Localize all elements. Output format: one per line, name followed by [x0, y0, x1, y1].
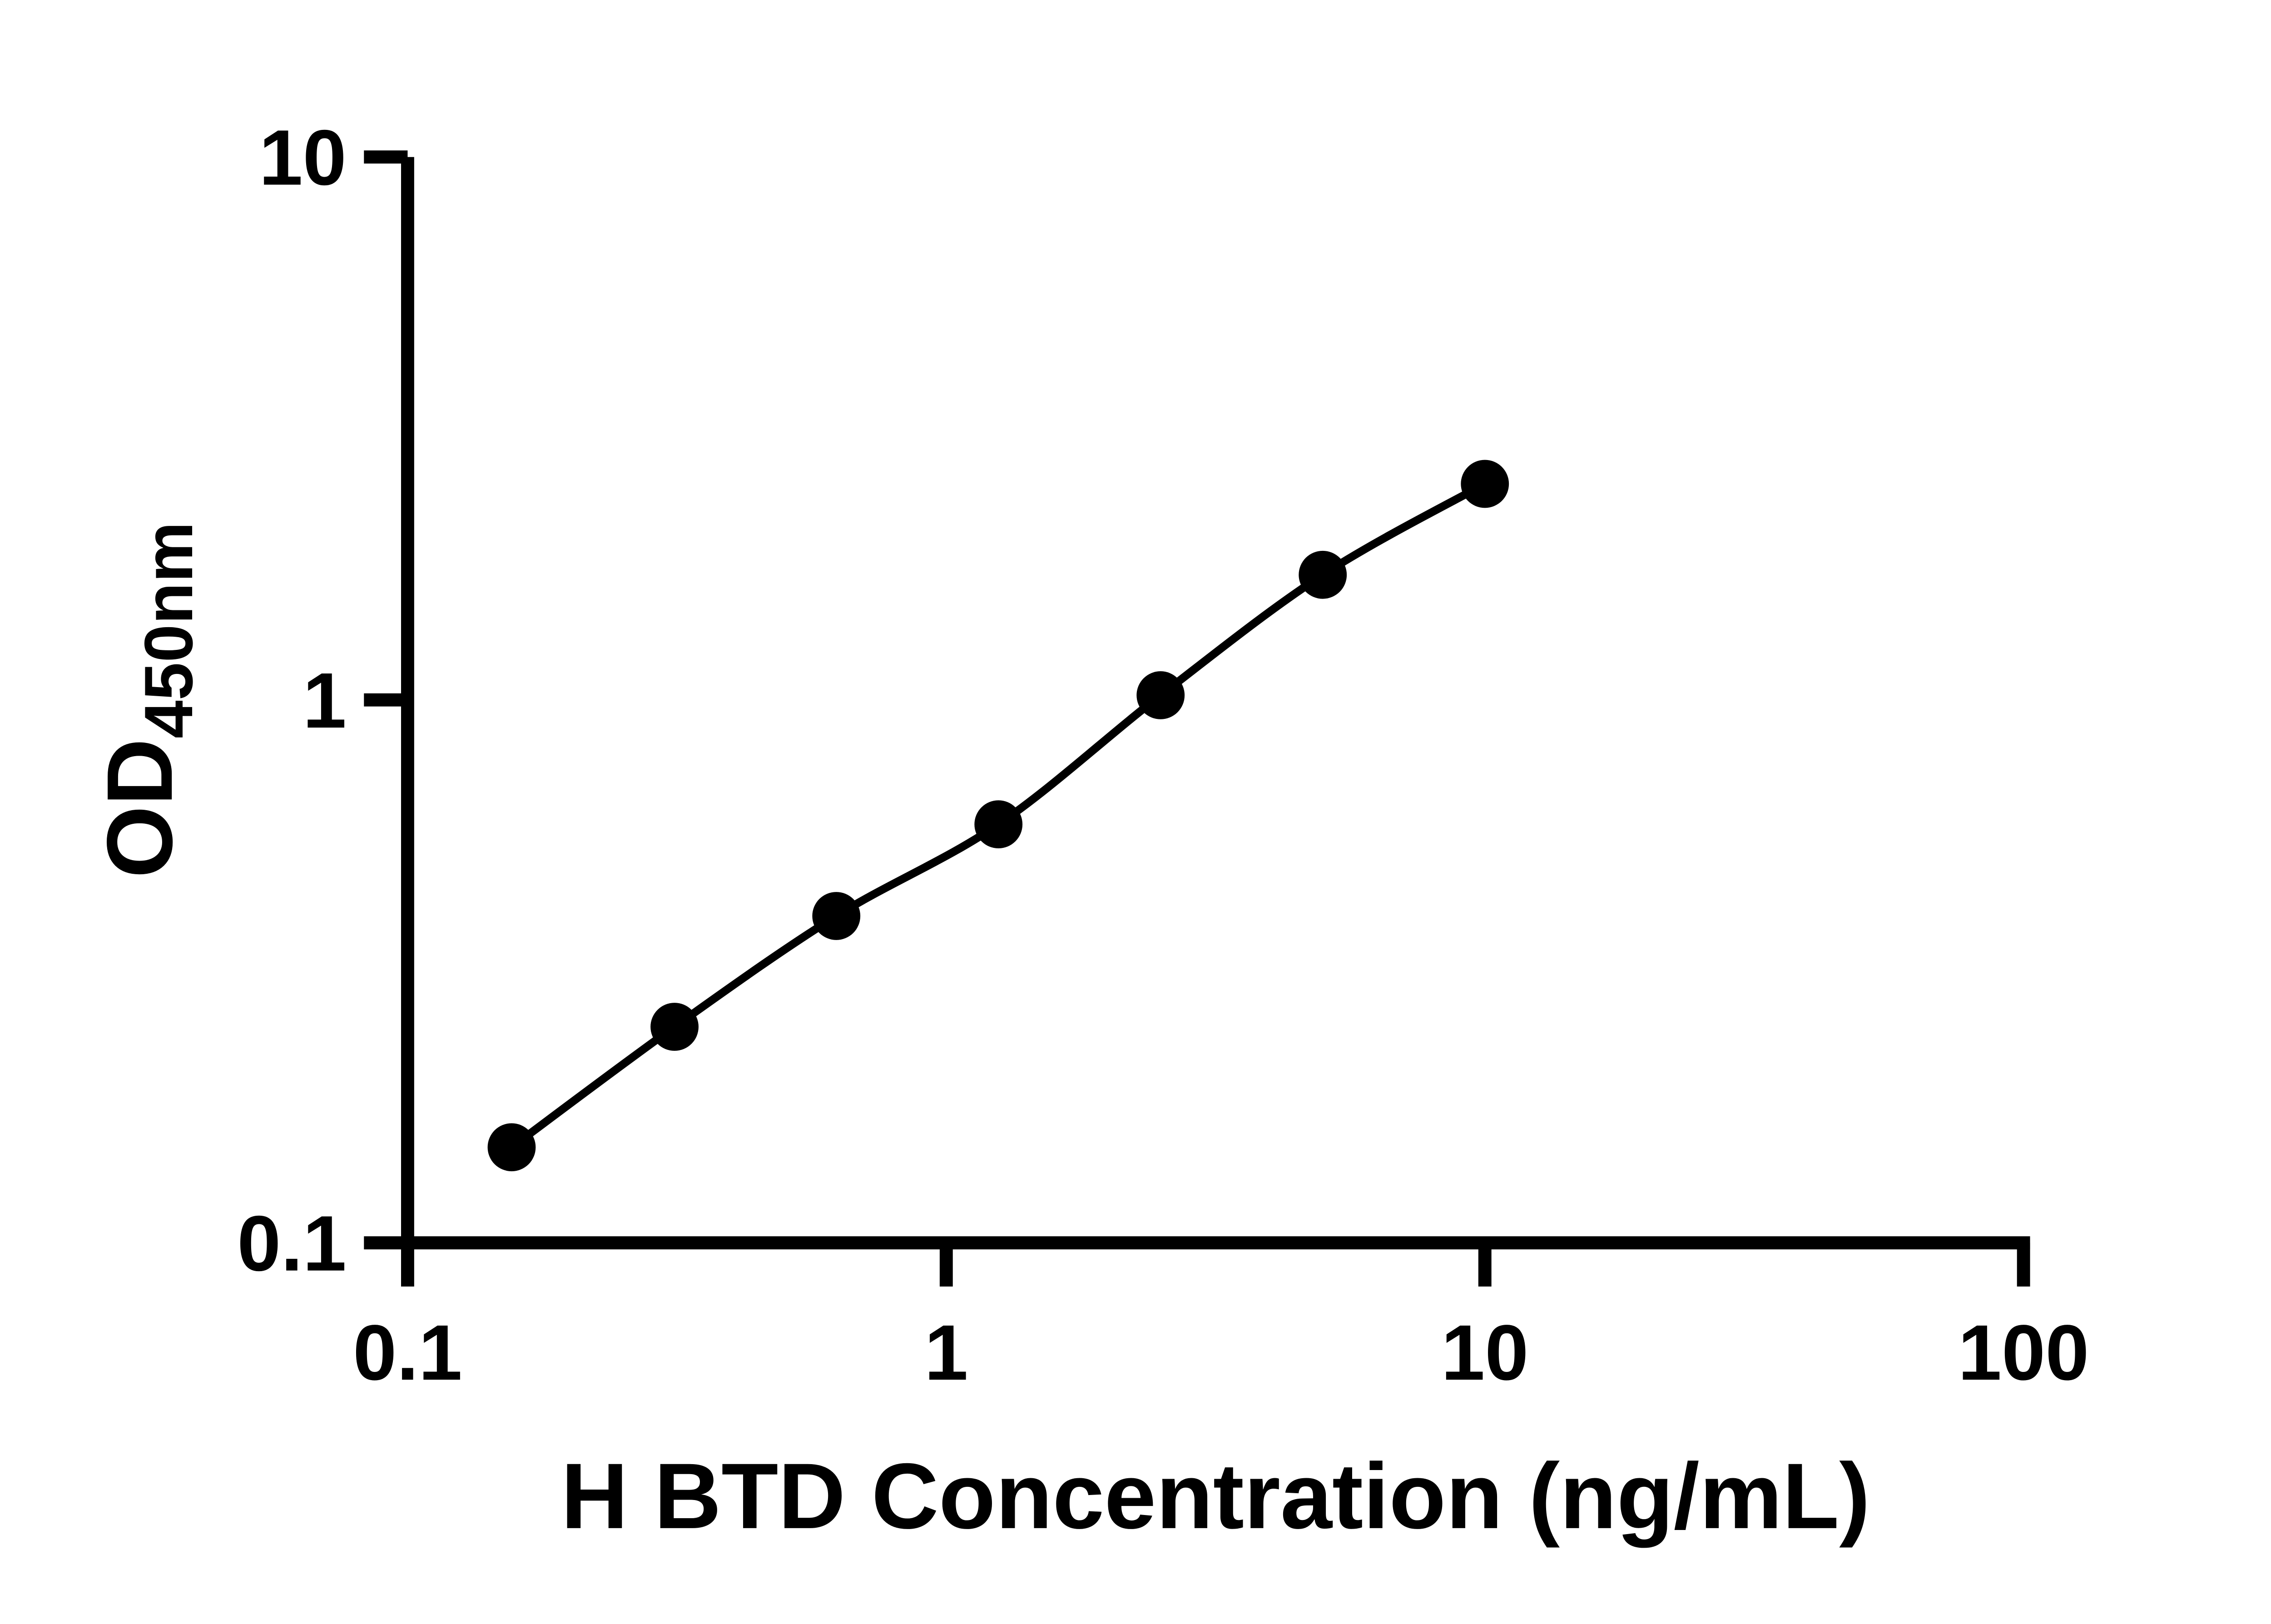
- x-tick-label: 100: [1958, 1308, 2089, 1396]
- x-tick-label: 10: [1441, 1308, 1529, 1396]
- x-tick-label: 0.1: [353, 1308, 462, 1396]
- data-point: [974, 800, 1023, 849]
- x-tick-label: 1: [924, 1308, 968, 1396]
- data-point: [1299, 550, 1347, 599]
- y-tick-label: 1: [303, 656, 347, 744]
- x-axis-title: H BTD Concentration (ng/mL): [561, 1444, 1870, 1548]
- data-point: [1461, 460, 1509, 508]
- y-tick-label: 0.1: [237, 1199, 347, 1287]
- y-axis-title-main: OD: [88, 738, 192, 878]
- data-point: [1136, 671, 1185, 719]
- data-point: [487, 1123, 536, 1172]
- data-point: [650, 1003, 699, 1051]
- y-tick-label: 10: [259, 114, 347, 202]
- y-axis-title-subscript: 450nm: [130, 522, 207, 738]
- y-axis-title: OD450nm: [88, 522, 207, 878]
- data-point: [812, 892, 861, 940]
